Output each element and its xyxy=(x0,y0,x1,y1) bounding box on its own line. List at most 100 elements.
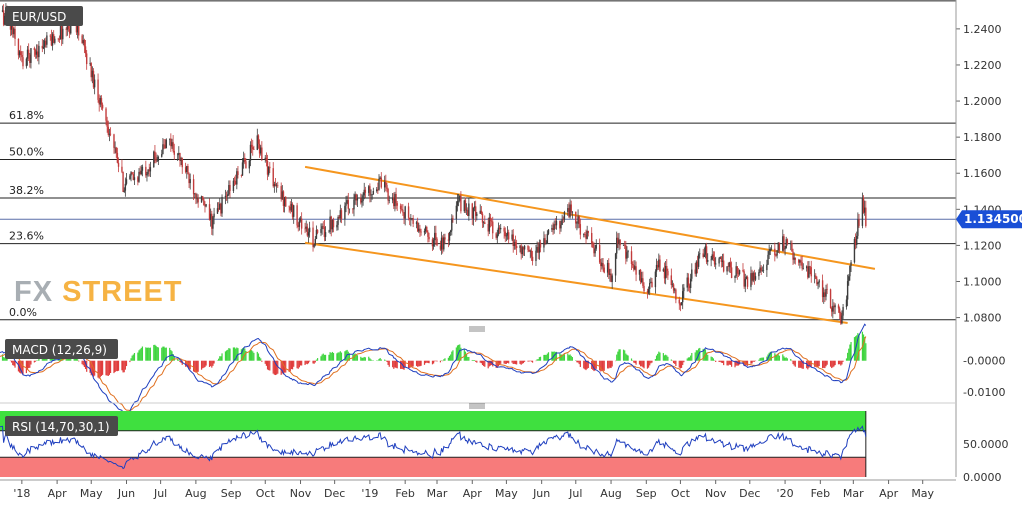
macd-histogram-bar xyxy=(799,360,801,368)
macd-pane[interactable]: -0.0000 -0.0100 MACD (12,26,9) xyxy=(0,323,1005,416)
candle-body xyxy=(562,219,564,220)
macd-histogram-bar xyxy=(188,360,190,370)
candle-body xyxy=(641,278,643,283)
macd-histogram-bar xyxy=(396,360,398,369)
macd-histogram-bar xyxy=(752,360,754,362)
candle-body xyxy=(825,289,827,297)
candle-body xyxy=(420,231,422,233)
macd-histogram-bar xyxy=(516,360,518,365)
candle-body xyxy=(865,207,867,226)
macd-histogram-bar xyxy=(822,360,824,369)
macd-histogram-bar xyxy=(91,360,93,375)
macd-histogram-bar xyxy=(368,356,370,361)
macd-histogram-bar xyxy=(745,360,747,365)
candle-body xyxy=(322,226,324,228)
candle-body xyxy=(655,264,658,272)
macd-histogram-bar xyxy=(452,350,454,361)
candle-body xyxy=(2,10,5,25)
candle-body xyxy=(249,144,252,161)
candle-body xyxy=(364,189,367,193)
candle-body xyxy=(338,217,340,219)
candle-body xyxy=(418,228,420,232)
candle-body xyxy=(155,157,157,162)
macd-histogram-bar xyxy=(842,360,844,362)
candle-body xyxy=(411,218,413,219)
candle-body xyxy=(362,195,364,202)
candle-body xyxy=(821,280,824,298)
macd-histogram-bar xyxy=(178,359,180,361)
candle-body xyxy=(809,266,811,268)
candle-body xyxy=(707,260,709,262)
candle-body xyxy=(229,185,231,192)
macd-histogram-bar xyxy=(78,360,80,362)
candle-body xyxy=(395,194,397,204)
macd-histogram-bar xyxy=(241,348,244,361)
candle-body xyxy=(547,229,550,234)
time-tick-label: May xyxy=(495,487,518,500)
candle-body xyxy=(832,305,834,312)
macd-histogram-bar xyxy=(380,359,382,361)
candle-body xyxy=(51,34,54,46)
candle-body xyxy=(850,262,852,266)
candle-body xyxy=(563,211,566,220)
rsi-label[interactable]: RSI (14,70,30,1) xyxy=(5,416,118,436)
macd-histogram-bar xyxy=(84,360,87,370)
instrument-label[interactable]: EUR/USD xyxy=(5,6,83,26)
pane-resize-handle-1[interactable] xyxy=(469,326,485,332)
candle-body xyxy=(312,227,314,247)
candle-body xyxy=(578,216,580,225)
fib-label: 38.2% xyxy=(9,184,44,197)
candle-body xyxy=(683,287,685,292)
candle-body xyxy=(383,181,386,188)
candle-body xyxy=(125,179,128,184)
macd-histogram-bar xyxy=(599,360,601,371)
candle-body xyxy=(371,194,373,196)
candle-body xyxy=(212,217,214,229)
candle-body xyxy=(344,205,346,220)
macd-histogram-bar xyxy=(330,352,332,361)
candle-body xyxy=(583,233,585,235)
macd-histogram-bar xyxy=(816,360,818,368)
macd-histogram-bar xyxy=(766,356,768,361)
candle-body xyxy=(490,220,493,222)
macd-histogram-bar xyxy=(480,360,482,364)
time-tick-label: Mar xyxy=(843,487,864,500)
macd-histogram-bar xyxy=(328,354,330,361)
macd-histogram-bar xyxy=(115,360,117,372)
price-pane[interactable]: 61.8% 50.0% 38.2% 23.6% 0.0% FX STREET 1.240… xyxy=(0,0,1027,477)
macd-histogram-bar xyxy=(165,347,167,361)
candle-body xyxy=(474,206,477,216)
candle-body xyxy=(370,194,372,196)
candle-body xyxy=(777,242,779,251)
macd-histogram-bar xyxy=(145,347,147,361)
macd-label[interactable]: MACD (12,26,9) xyxy=(5,339,118,359)
macd-histogram-bar xyxy=(282,360,285,375)
candle-body xyxy=(244,158,246,162)
candle-body xyxy=(704,246,707,255)
rsi-line xyxy=(0,411,867,477)
macd-histogram-bar xyxy=(618,349,620,361)
pane-resize-handle-2[interactable] xyxy=(469,403,485,409)
rsi-pane[interactable]: 50.0000 0.0000 RSI (14,70,30,1) xyxy=(0,411,1009,484)
candle-body xyxy=(401,208,403,210)
candle-body xyxy=(352,208,354,210)
macd-histogram-bar xyxy=(164,347,166,361)
macd-histogram-bar xyxy=(786,358,788,361)
rsi-main-line xyxy=(0,425,867,470)
candle-body xyxy=(679,303,682,306)
macd-histogram-bar xyxy=(281,360,283,374)
macd-histogram-bar xyxy=(123,360,125,373)
macd-histogram-bar xyxy=(141,346,144,361)
macd-histogram-bar xyxy=(404,360,406,368)
candle-body xyxy=(838,308,841,314)
macd-histogram-bar xyxy=(121,360,123,371)
candle-body xyxy=(269,166,271,169)
candle-body xyxy=(147,169,149,175)
candle-body xyxy=(346,200,348,203)
candle-body xyxy=(171,142,173,147)
macd-histogram-bar xyxy=(647,360,650,368)
time-tick-label: Nov xyxy=(290,487,312,500)
candle-body xyxy=(862,197,865,213)
candle-body xyxy=(220,203,222,214)
macd-histogram-bar xyxy=(742,360,744,364)
